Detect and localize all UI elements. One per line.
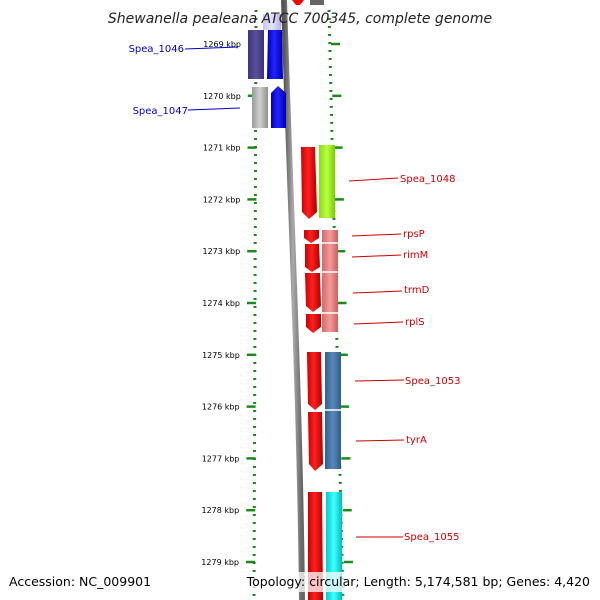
- gene-label-tyra[interactable]: tyrA: [406, 435, 427, 446]
- ruler-tick-label: 1273 kbp: [202, 247, 240, 256]
- gene-rpls[interactable]: [306, 314, 321, 333]
- gene-rpsp-body: [304, 230, 319, 243]
- gene-rimm[interactable]: [305, 244, 320, 272]
- genome-summary-text: Topology: circular; Length: 5,174,581 bp…: [246, 574, 590, 589]
- ruler-tick-label: 1276 kbp: [202, 403, 240, 412]
- accession-text: Accession: NC_009901: [9, 574, 151, 589]
- ruler-tick-label: 1278 kbp: [201, 506, 239, 515]
- gene-spea-1046-cog: [248, 30, 264, 79]
- ruler-tick-label: 1269 kbp: [203, 40, 241, 49]
- ruler-tick-label: 1271 kbp: [203, 144, 241, 153]
- gene-label-spea-1047[interactable]: Spea_1047: [133, 106, 188, 117]
- gene-label-rimm[interactable]: rimM: [403, 250, 428, 261]
- gene-label-spea-1046[interactable]: Spea_1046: [129, 44, 184, 55]
- gene-trmd[interactable]: [305, 273, 321, 312]
- gene-label-spea-1048[interactable]: Spea_1048: [400, 174, 455, 185]
- gene-label-trmd[interactable]: trmD: [404, 285, 430, 296]
- gene-rpls-body: [306, 314, 321, 333]
- gene-rpsp[interactable]: [304, 230, 319, 243]
- gene-rimm-body: [305, 244, 320, 272]
- gene-spea-1046[interactable]: [248, 14, 283, 79]
- gene-label-spea-1053[interactable]: Spea_1053: [405, 376, 460, 387]
- ruler-tick-label: 1279 kbp: [201, 558, 239, 567]
- gene-spea-1046-body: [267, 30, 283, 79]
- ruler-tick-label: 1275 kbp: [202, 351, 240, 360]
- gene-spea-1048-cog: [319, 145, 335, 218]
- gene-label-rpsp[interactable]: rpsP: [403, 229, 425, 240]
- ruler-tick-label: 1274 kbp: [202, 299, 240, 308]
- ruler-tick-label: 1272 kbp: [203, 195, 241, 204]
- gene-tyra-body: [308, 412, 323, 471]
- leader-lines: [184, 46, 405, 538]
- ruler-tick-label: 1270 kbp: [203, 92, 241, 101]
- gene-spea-1048-body: [301, 147, 317, 219]
- gene-spea-1048[interactable]: [301, 145, 335, 219]
- cog-block-steel: [325, 352, 341, 469]
- gene-tyra[interactable]: [308, 412, 323, 471]
- genome-backbone: [281, 0, 305, 600]
- gene-spea-1046-band: [263, 14, 281, 30]
- ruler-tick-label: 1277 kbp: [202, 454, 240, 463]
- gene-spea-1047-body: [271, 86, 286, 128]
- gene-spea-1053[interactable]: [307, 352, 322, 410]
- gene-spea-1053-body: [307, 352, 322, 410]
- footer-band: [0, 572, 600, 592]
- gene-trmd-body: [305, 273, 321, 312]
- gene-label-spea-1055[interactable]: Spea_1055: [404, 532, 459, 543]
- gene-labels: Spea_1046 Spea_1047 Spea_1048 rpsP rimM …: [129, 44, 461, 543]
- gene-spea-1047-cog: [252, 87, 268, 128]
- cog-block-rps: [322, 230, 338, 332]
- partial-feature-top: [292, 0, 324, 5]
- gene-label-rpls[interactable]: rplS: [405, 317, 425, 328]
- map-title: Shewanella pealeana ATCC 700345, complet…: [108, 11, 492, 27]
- ruler: 1269 kbp 1270 kbp 1271 kbp 1272 kbp 1273 kbp…: [201, 9, 353, 600]
- gene-spea-1047[interactable]: [252, 86, 286, 128]
